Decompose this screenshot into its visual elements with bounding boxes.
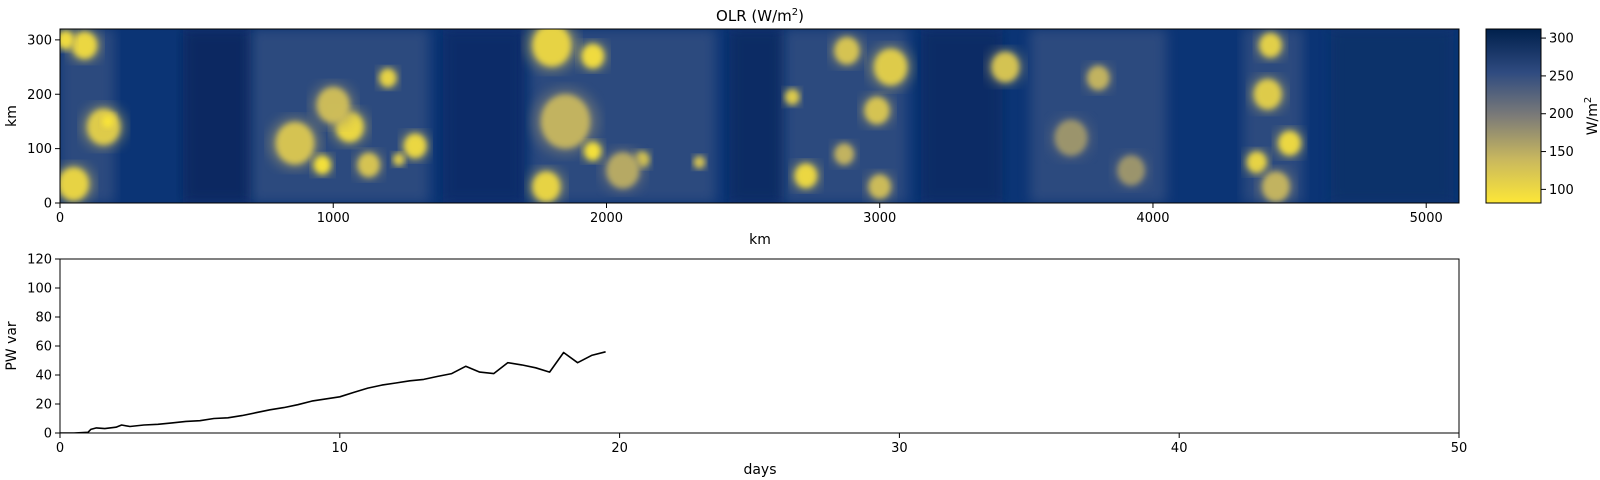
colorbar-tick-label: 250 [1549, 69, 1574, 84]
heatmap-x-tick-label: 3000 [863, 211, 896, 226]
cloud-cell [584, 142, 602, 161]
cloud-cell [1117, 155, 1145, 186]
cloud-cell [314, 155, 331, 174]
heatmap-y-tick-label: 0 [44, 197, 52, 212]
cloud-cell [1087, 65, 1110, 90]
cloud-cell [1254, 79, 1282, 110]
line-y-tick-label: 100 [27, 282, 52, 297]
line-y-axis: 0 20 40 60 80 100 120 [27, 253, 60, 442]
colorbar-tick-label: 100 [1549, 183, 1574, 198]
clear-sky-streak [920, 29, 1003, 203]
line-y-label: PW var [4, 321, 20, 371]
cloud-cell [606, 152, 640, 189]
cloud-cell [101, 114, 114, 129]
pw-var-line [60, 351, 606, 433]
line-y-tick-label: 60 [35, 340, 52, 355]
heatmap-x-label: km [749, 232, 771, 248]
line-x-tick-label: 30 [891, 441, 908, 456]
line-y-tick-label: 40 [35, 369, 52, 384]
heatmap-y-axis: 0 100 200 300 [27, 33, 60, 212]
cloud-cell [316, 87, 350, 124]
line-x-tick-label: 10 [332, 441, 349, 456]
heatmap-frame [59, 28, 1460, 204]
colorbar-label: W/m2 [1583, 97, 1600, 136]
cloud-cell [785, 89, 800, 105]
cloud-cell [864, 97, 890, 125]
line-y-tick-label: 80 [35, 311, 52, 326]
heatmap-title: OLR (W/m2) [716, 7, 804, 25]
cloud-cell [581, 44, 604, 69]
cloud-cell [532, 171, 561, 202]
olr-field [60, 29, 1459, 203]
line-x-tick-label: 20 [611, 441, 628, 456]
heatmap-y-tick-label: 200 [27, 88, 52, 103]
heatmap-x-axis: 0 1000 2000 3000 4000 5000 [56, 203, 1443, 226]
heatmap-y-tick-label: 300 [27, 33, 52, 48]
cloud-cell [60, 167, 89, 201]
colorbar-tick-label: 300 [1549, 32, 1574, 47]
cloud-cell [1262, 171, 1290, 202]
heatmap-x-tick-label: 4000 [1136, 211, 1169, 226]
heatmap-x-tick-label: 0 [56, 211, 64, 226]
clear-sky-streak [1330, 29, 1454, 203]
heatmap-y-label: km [4, 105, 20, 127]
cloud-cell [379, 68, 397, 87]
colorbar-axis: 100 150 200 250 300 [1541, 32, 1574, 198]
heatmap-x-tick-label: 5000 [1410, 211, 1443, 226]
line-x-tick-label: 40 [1171, 441, 1188, 456]
cloud-cell [868, 174, 891, 199]
cloud-cell [357, 152, 380, 177]
cloud-cell [393, 153, 405, 166]
colorbar-tick-label: 150 [1549, 145, 1574, 160]
line-x-tick-label: 50 [1451, 441, 1468, 456]
line-x-tick-label: 0 [56, 441, 64, 456]
pw-var-panel: 0 10 20 30 40 50 0 20 40 60 80 100 120 days PW var [4, 253, 1467, 479]
clear-sky-streak [442, 29, 525, 203]
cloud-cell [404, 133, 427, 158]
cloud-cell [1278, 131, 1301, 156]
cloud-cell [991, 52, 1020, 83]
line-x-axis: 0 10 20 30 40 50 [56, 433, 1467, 456]
line-frame [59, 258, 1460, 434]
cloud-cell [795, 163, 817, 188]
colorbar-tick-label: 200 [1549, 107, 1574, 122]
cloud-cell [1247, 151, 1267, 173]
line-y-tick-label: 20 [35, 398, 52, 413]
cloud-cell [540, 94, 591, 149]
colorbar-gradient [1485, 28, 1542, 204]
clear-sky-streak [182, 29, 252, 203]
heatmap-y-tick-label: 100 [27, 142, 52, 157]
clear-sky-streak [729, 29, 785, 203]
cloud-cell [1054, 119, 1088, 156]
line-y-tick-label: 0 [44, 427, 52, 442]
cloud-cell [834, 37, 860, 65]
olr-heatmap-panel: OLR (W/m2) 0 1000 2000 3000 4000 5000 0 100 200… [4, 7, 1460, 248]
cloud-cell [72, 31, 97, 59]
colorbar: 100 150 200 250 300 W/m2 [1485, 28, 1600, 204]
cloud-cell [834, 143, 854, 165]
cloud-cell [60, 30, 74, 49]
cloud-cell [874, 49, 908, 86]
line-y-tick-label: 120 [27, 253, 52, 268]
heatmap-x-tick-label: 1000 [317, 211, 350, 226]
heatmap-x-tick-label: 2000 [590, 211, 623, 226]
pw-var-plot-area [60, 351, 606, 433]
cloud-cell [532, 29, 571, 67]
cloud-cell [1259, 33, 1282, 58]
line-x-label: days [743, 462, 776, 478]
cloud-cell [275, 122, 315, 165]
cloud-cell [693, 156, 705, 169]
